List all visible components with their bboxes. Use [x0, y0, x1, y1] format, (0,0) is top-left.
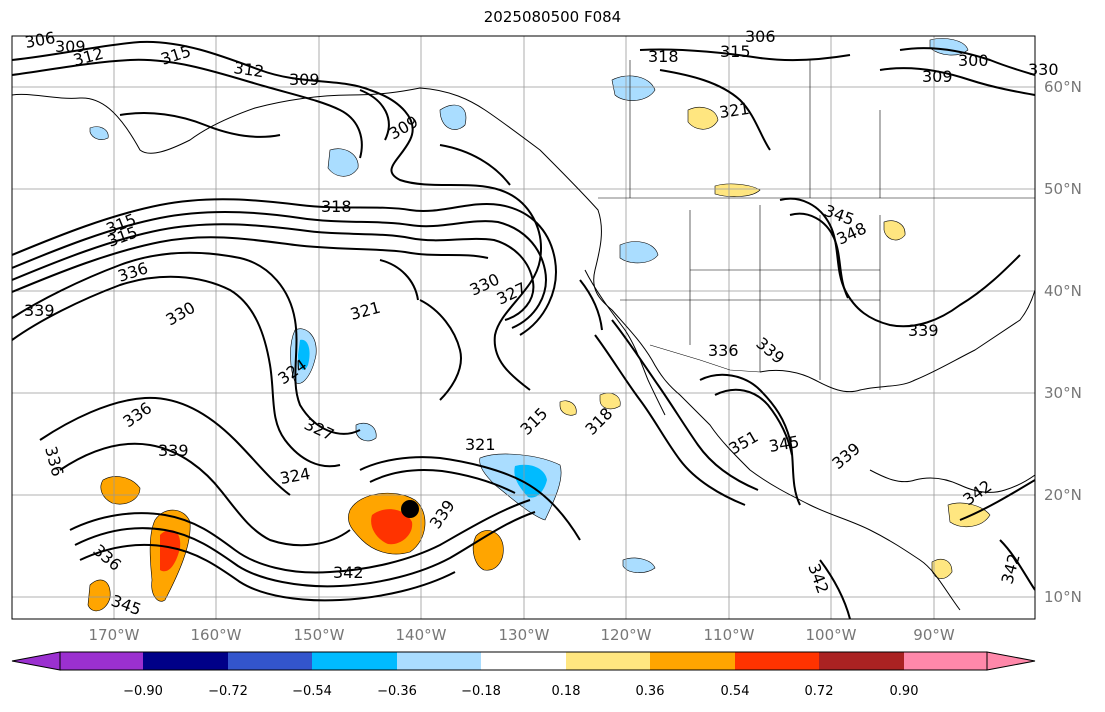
colorbar-tick: 0.36 — [635, 684, 665, 699]
lon-label: 150°W — [293, 626, 345, 644]
colorbar-cell — [819, 652, 904, 670]
lat-label: 20°N — [1044, 486, 1082, 504]
map-frame — [11, 35, 1036, 620]
colorbar-tick: −0.54 — [292, 684, 332, 699]
colorbar-tick: −0.90 — [123, 684, 163, 699]
lat-label: 60°N — [1044, 78, 1082, 96]
contour-label: 336 — [708, 341, 739, 360]
coastlines — [12, 87, 1035, 611]
lat-label: 50°N — [1044, 180, 1082, 198]
colorbar-tick: 0.54 — [720, 684, 750, 699]
contour-label: 339 — [158, 441, 189, 460]
lon-label: 140°W — [395, 626, 447, 644]
contour-label: 318 — [648, 47, 679, 66]
colorbar-tick: −0.72 — [208, 684, 248, 699]
colorbar-tick: −0.36 — [377, 684, 417, 699]
contour-label: 339 — [24, 301, 55, 320]
lat-label: 30°N — [1044, 384, 1082, 402]
lat-label: 40°N — [1044, 282, 1082, 300]
lon-label: 110°W — [703, 626, 755, 644]
colorbar-cell — [735, 652, 819, 670]
contour-label: 342 — [333, 563, 364, 582]
colorbar-cell — [397, 652, 481, 670]
lon-label: 160°W — [190, 626, 242, 644]
lon-label: 170°W — [88, 626, 140, 644]
colorbar-tick: 0.18 — [551, 684, 581, 699]
contour-label: 309 — [55, 37, 86, 56]
contour-label: 300 — [958, 51, 989, 70]
colorbar-cell — [566, 652, 650, 670]
political-borders — [598, 60, 1035, 390]
lon-label: 130°W — [498, 626, 550, 644]
colorbar-cell — [60, 652, 143, 670]
colorbar — [11, 651, 1036, 671]
colorbar-cell — [312, 652, 397, 670]
storm-center-marker — [401, 500, 419, 518]
map-title: 2025080500 F084 — [483, 8, 622, 26]
colorbar-cell — [481, 652, 566, 670]
colorbar-tick: 0.72 — [804, 684, 834, 699]
contour-label: 309 — [922, 67, 953, 86]
colorbar-tick: 0.90 — [889, 684, 919, 699]
contour-label: 306 — [745, 27, 776, 46]
contour-label: 321 — [465, 435, 496, 454]
contour-label: 330 — [1028, 60, 1059, 79]
lat-label: 10°N — [1044, 588, 1082, 606]
contour-label: 312 — [232, 58, 265, 81]
contour-label: 339 — [908, 321, 939, 340]
contour-lines — [12, 40, 1035, 619]
contour-label: 315 — [720, 42, 751, 61]
contour-label: 321 — [718, 99, 751, 122]
colorbar-extend-high — [986, 651, 1036, 671]
contour-label: 309 — [289, 70, 320, 89]
colorbar-frame — [59, 651, 988, 671]
lon-label: 90°W — [913, 626, 955, 644]
colorbar-tick: −0.18 — [461, 684, 501, 699]
colorbar-cell — [650, 652, 735, 670]
contour-label: 318 — [321, 197, 352, 216]
graticule — [12, 36, 1035, 619]
colorbar-cell — [143, 652, 228, 670]
lon-label: 120°W — [600, 626, 652, 644]
colorbar-cell — [228, 652, 312, 670]
lon-label: 100°W — [805, 626, 857, 644]
colorbar-extend-low — [11, 651, 61, 671]
contour-label-group: 306 309 312 315 312 309 318 315 306 300 … — [23, 27, 1058, 619]
colorbar-cell — [904, 652, 987, 670]
